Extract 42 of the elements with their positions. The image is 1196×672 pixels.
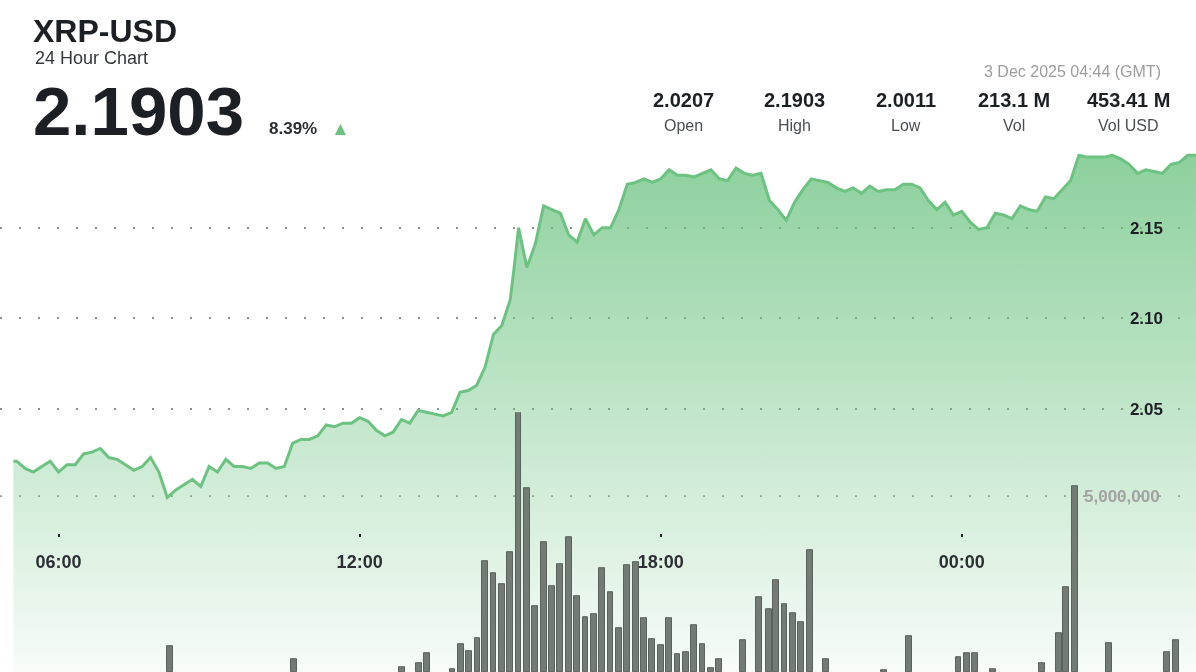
bar [699, 643, 705, 672]
annotation: 2.1903 [33, 73, 245, 150]
bar [290, 658, 297, 672]
annotation: 3 Dec 2025 04:44 (GMT) [984, 63, 1161, 80]
annotation: 2.1903 High [764, 89, 826, 134]
bar [755, 596, 762, 672]
bar [582, 616, 588, 672]
bar [822, 658, 829, 672]
bar [806, 549, 813, 672]
x-tick-label: 00:00 [938, 551, 985, 572]
bar [607, 591, 613, 672]
bar [880, 669, 887, 672]
chart-title: XRP-USD [33, 13, 178, 50]
text: 24 Hour Chart [35, 48, 149, 68]
y-tick-label: 2.05 [1129, 399, 1163, 419]
bar [955, 656, 961, 672]
y-tick-label: 2.10 [1129, 309, 1163, 329]
bar [398, 666, 405, 672]
annotation: 213.1 M Vol [978, 89, 1051, 134]
y-tick-label: 2.15 [1129, 218, 1163, 238]
x-tick-label: 18:00 [637, 551, 684, 572]
bar [1105, 642, 1112, 672]
annotation: 8.39% ▲ [269, 118, 350, 139]
bar [166, 645, 173, 672]
bar [781, 603, 787, 672]
x-tick-label: 06:00 [35, 551, 82, 572]
annotation: 5,000,000 [1084, 487, 1160, 506]
annotation: 2.0011 Low [876, 89, 937, 134]
bar [490, 572, 496, 672]
bar [1038, 662, 1045, 672]
bar [989, 668, 996, 672]
bar [674, 653, 680, 672]
bar [1071, 485, 1078, 672]
x-tick-label: 12:00 [336, 551, 383, 572]
bar [515, 412, 521, 672]
bar [449, 668, 455, 672]
bar [739, 639, 746, 672]
bar [1163, 651, 1170, 672]
annotation: 453.41 M Vol USD [1087, 89, 1171, 134]
bar [1172, 639, 1179, 672]
bar [905, 635, 912, 672]
annotation: 2.0207 Open [653, 89, 715, 134]
